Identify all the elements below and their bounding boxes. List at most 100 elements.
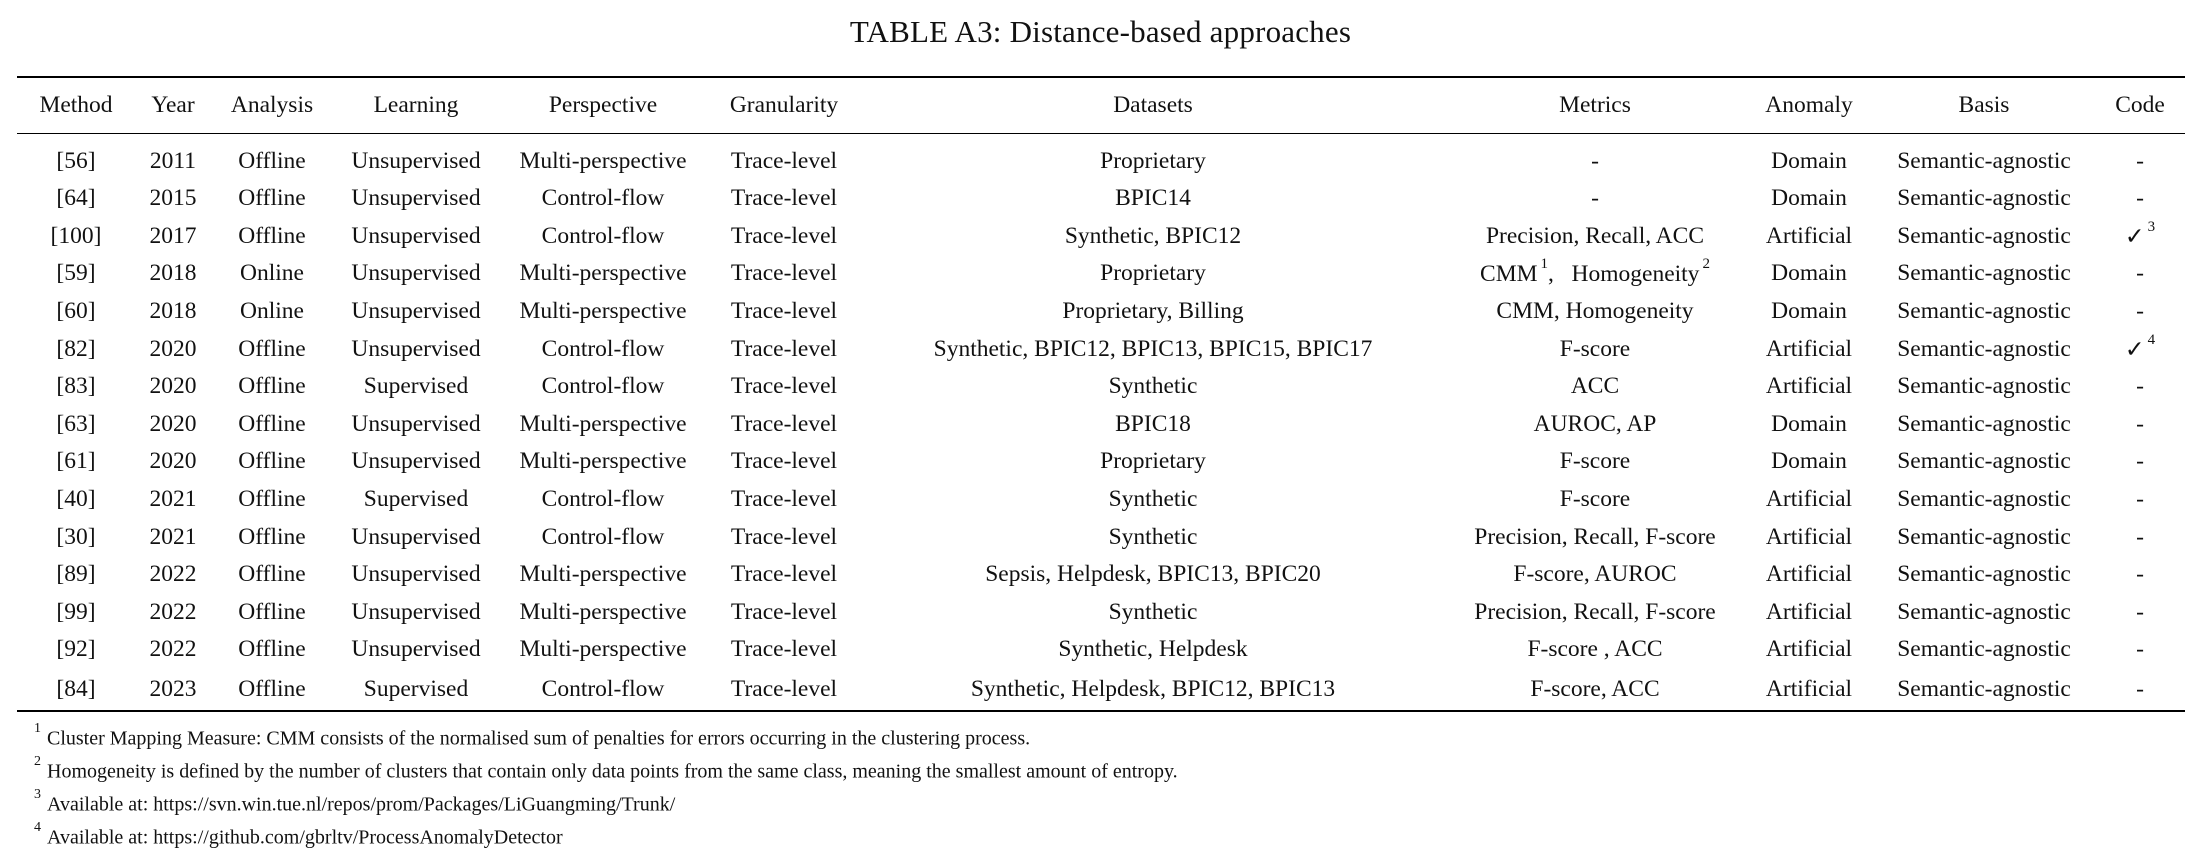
table-row: [89] 2022 Offline Unsupervised Multi-perspec… <box>17 556 2185 594</box>
cell-analysis: Offline <box>238 148 306 175</box>
cell-perspective: Multi-perspective <box>519 148 687 175</box>
cell-basis: Semantic-agnostic <box>1897 335 2071 362</box>
cell-metrics: AUROC, AP <box>1533 410 1657 437</box>
cell-basis: Semantic-agnostic <box>1897 260 2071 287</box>
cell-year: 2023 <box>135 668 211 712</box>
cell-perspective: Multi-perspective <box>519 561 687 588</box>
cell-granularity: Trace-level <box>730 373 838 400</box>
cell-year: 2020 <box>149 410 197 437</box>
cell-learning: Supervised <box>333 668 499 712</box>
cell-metrics: - <box>1591 185 1599 212</box>
cell-metrics: Precision, Recall, F-score <box>1474 598 1716 625</box>
cell-code: - <box>2095 368 2185 406</box>
table-row: [84] 2023 Offline Supervised Control-flow Tra… <box>17 668 2185 712</box>
cell-metrics: - <box>1591 148 1599 175</box>
cell-granularity: Trace-level <box>730 523 838 550</box>
cell-perspective: Multi-perspective <box>519 260 687 287</box>
cell-datasets: BPIC14 <box>1115 185 1191 212</box>
cell-granularity: Trace-level <box>730 410 838 437</box>
cell-method: [89] <box>56 561 96 588</box>
footnote-marker: 4 <box>2147 331 2156 348</box>
table-row: [40] 2021 Offline Supervised Control-flow Tra… <box>17 481 2185 519</box>
cell-basis: Semantic-agnostic <box>1897 298 2071 325</box>
cell-learning: Supervised <box>363 373 469 400</box>
cell-analysis: Offline <box>238 222 306 249</box>
footnote-number: 4 <box>34 820 41 836</box>
footnote-marker: 1 <box>1540 256 1549 273</box>
cell-method: [30] <box>56 523 96 550</box>
code-value: - <box>2136 185 2144 212</box>
metric-text: CMM <box>1480 260 1538 287</box>
column-header-datasets: Datasets <box>861 76 1445 134</box>
cell-learning: Unsupervised <box>351 598 481 625</box>
cell-learning: Unsupervised <box>351 561 481 588</box>
code-value: - <box>2136 636 2144 663</box>
cell-anomaly: Artificial <box>1765 598 1853 625</box>
cell-metrics: ACC <box>1570 373 1620 400</box>
cell-year: 2011 <box>149 148 197 175</box>
cell-granularity: Trace-level <box>730 148 838 175</box>
cell-metrics: Precision, Recall, F-score <box>1474 523 1716 550</box>
cell-year: 2022 <box>149 598 197 625</box>
cell-analysis: Offline <box>238 598 306 625</box>
cell-analysis: Offline <box>238 561 306 588</box>
cell-learning: Unsupervised <box>351 636 481 663</box>
cell-year: 2017 <box>149 222 197 249</box>
cell-datasets: Synthetic <box>1108 523 1198 550</box>
table-caption: TABLE A3: Distance-based approaches <box>849 14 1352 49</box>
column-header-metrics: Metrics <box>1445 76 1745 134</box>
cell-perspective: Multi-perspective <box>519 448 687 475</box>
footnote-text: Available at: https://svn.win.tue.nl/rep… <box>47 793 676 816</box>
cell-basis: Semantic-agnostic <box>1897 636 2071 663</box>
table-row: [59] 2018 Online Unsupervised Multi-perspect… <box>17 255 2185 293</box>
cell-year: 2015 <box>149 185 197 212</box>
cell-anomaly: Artificial <box>1765 222 1853 249</box>
cell-code: - <box>2095 518 2185 556</box>
cell-metrics: Precision, Recall, ACC <box>1485 222 1704 249</box>
cell-basis: Semantic-agnostic <box>1897 523 2071 550</box>
cell-anomaly: Artificial <box>1765 486 1853 513</box>
cell-basis: Semantic-agnostic <box>1897 148 2071 175</box>
cell-learning: Unsupervised <box>351 410 481 437</box>
code-value: - <box>2136 561 2144 588</box>
column-header-basis: Basis <box>1873 76 2095 134</box>
cell-datasets: Proprietary, Billing <box>1062 298 1244 325</box>
table-row: [63] 2020 Offline Unsupervised Multi-perspec… <box>17 406 2185 444</box>
cell-metrics: F-score, ACC <box>1445 668 1745 712</box>
cell-anomaly: Artificial <box>1765 335 1853 362</box>
code-value: - <box>2136 260 2144 287</box>
cell-year: 2018 <box>149 260 197 287</box>
cell-perspective: Multi-perspective <box>519 410 687 437</box>
cell-analysis: Offline <box>238 185 306 212</box>
cell-datasets: Synthetic, BPIC12, BPIC13, BPIC15, BPIC1… <box>933 335 1373 362</box>
code-value: - <box>2136 373 2144 400</box>
code-value: - <box>2136 523 2144 550</box>
cell-code: - <box>2095 594 2185 632</box>
cell-perspective: Control-flow <box>541 222 665 249</box>
cell-anomaly: Artificial <box>1765 636 1853 663</box>
cell-metrics: CMM 1, Homogeneity 2 <box>1445 255 1745 293</box>
cell-anomaly: Artificial <box>1765 561 1853 588</box>
cell-code: - <box>2095 406 2185 444</box>
cell-anomaly: Domain <box>1771 148 1847 175</box>
cell-method: [84] <box>17 668 135 712</box>
cell-analysis: Offline <box>238 410 306 437</box>
cell-code: - <box>2095 631 2185 669</box>
cell-anomaly: Artificial <box>1745 668 1873 712</box>
cell-learning: Unsupervised <box>351 148 481 175</box>
table-row: [99] 2022 Offline Unsupervised Multi-perspec… <box>17 594 2185 632</box>
cell-code: - <box>2095 133 2185 180</box>
cell-basis: Semantic-agnostic <box>1897 561 2071 588</box>
cell-learning: Unsupervised <box>351 523 481 550</box>
cell-anomaly: Domain <box>1771 185 1847 212</box>
cell-code: - <box>2095 443 2185 481</box>
cell-perspective: Control-flow <box>541 335 665 362</box>
column-header-code: Code <box>2095 76 2185 134</box>
cell-datasets: Synthetic <box>1108 486 1198 513</box>
code-value: - <box>2136 675 2144 702</box>
cell-analysis: Online <box>240 260 304 287</box>
cell-learning: Unsupervised <box>351 448 481 475</box>
cell-method: [56] <box>56 148 96 175</box>
cell-granularity: Trace-level <box>707 668 861 712</box>
cell-analysis: Offline <box>238 636 306 663</box>
